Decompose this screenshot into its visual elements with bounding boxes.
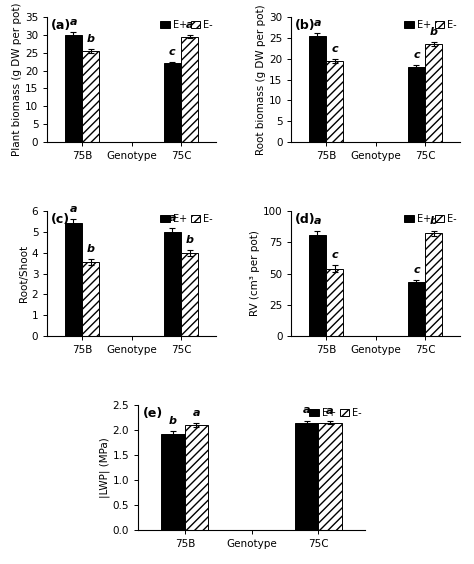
Text: (a): (a) (51, 19, 71, 32)
Legend: E+, E-: E+, E- (159, 213, 214, 225)
Text: a: a (303, 406, 310, 416)
Legend: E+, E-: E+, E- (403, 19, 458, 31)
Legend: E+, E-: E+, E- (308, 407, 363, 419)
Text: (c): (c) (51, 213, 70, 227)
Text: c: c (413, 266, 420, 275)
Text: b: b (186, 235, 194, 245)
Bar (181, 37, 199, 142)
Text: a: a (326, 406, 334, 416)
Y-axis label: |LWP| (MPa): |LWP| (MPa) (99, 437, 109, 498)
Text: c: c (413, 50, 420, 60)
Bar (318, 422, 342, 530)
Text: a: a (70, 204, 77, 214)
Bar (65, 35, 82, 142)
Text: a: a (169, 213, 176, 223)
Text: a: a (70, 17, 77, 27)
Text: b: b (169, 416, 177, 426)
Bar (408, 67, 425, 142)
Text: c: c (331, 43, 338, 54)
Text: a: a (314, 18, 321, 28)
Bar (162, 434, 185, 530)
Bar (185, 425, 208, 530)
Bar (164, 232, 181, 336)
Text: b: b (87, 34, 95, 44)
Bar (326, 268, 344, 336)
Text: (d): (d) (295, 213, 316, 227)
Y-axis label: Root/Shoot: Root/Shoot (19, 245, 29, 302)
Bar (309, 36, 326, 142)
Bar (82, 262, 100, 336)
Y-axis label: Root biomass (g DW per pot): Root biomass (g DW per pot) (256, 4, 266, 155)
Bar (164, 63, 181, 142)
Text: b: b (87, 244, 95, 254)
Bar (326, 61, 344, 142)
Text: b: b (430, 216, 438, 226)
Text: c: c (169, 47, 176, 56)
Bar (295, 422, 318, 530)
Bar (82, 51, 100, 142)
Legend: E+, E-: E+, E- (403, 213, 458, 225)
Text: c: c (331, 250, 338, 261)
Text: (e): (e) (143, 407, 163, 421)
Legend: E+, E-: E+, E- (159, 19, 214, 31)
Bar (309, 235, 326, 336)
Bar (408, 283, 425, 336)
Bar (181, 253, 199, 336)
Bar (65, 223, 82, 336)
Text: a: a (314, 216, 321, 226)
Y-axis label: Plant biomass (g DW per pot): Plant biomass (g DW per pot) (12, 3, 22, 156)
Bar (425, 44, 442, 142)
Text: a: a (186, 20, 193, 30)
Text: a: a (193, 408, 200, 418)
Y-axis label: RV (cm³ per pot): RV (cm³ per pot) (250, 231, 260, 316)
Text: (b): (b) (295, 19, 316, 32)
Bar (425, 233, 442, 336)
Text: b: b (430, 27, 438, 37)
